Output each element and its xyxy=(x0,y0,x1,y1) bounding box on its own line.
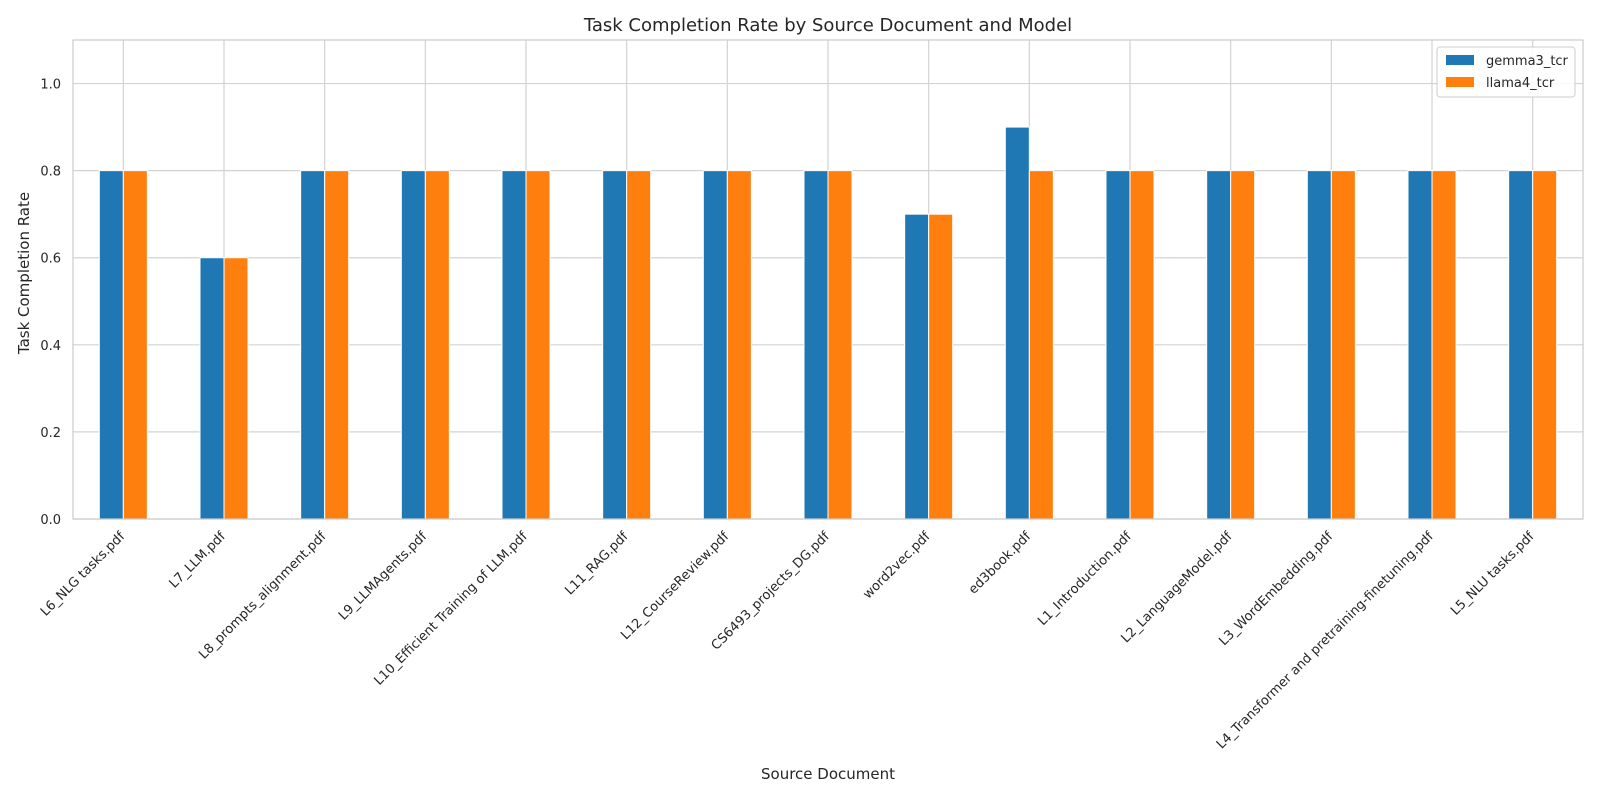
legend: gemma3_tcr llama4_tcr xyxy=(1436,46,1576,98)
bar-gemma3-tcr xyxy=(1508,170,1534,520)
bar-llama4-tcr xyxy=(1129,170,1155,520)
bar-gemma3-tcr xyxy=(1306,170,1332,520)
y-axis-ticks: 0.0 0.2 0.4 0.6 0.8 1.0 xyxy=(40,78,61,528)
bar-gemma3-tcr xyxy=(803,170,829,520)
x-axis-label: Source Document xyxy=(761,765,895,783)
x-tick-label: L1_Introduction.pdf xyxy=(1035,529,1135,629)
y-tick-label: 0.8 xyxy=(40,165,61,180)
bar-llama4-tcr xyxy=(726,170,752,520)
bar-llama4-tcr xyxy=(827,170,853,520)
y-tick-label: 0.6 xyxy=(40,252,61,267)
x-tick-label: L3_WordEmbedding.pdf xyxy=(1216,529,1336,649)
bar-llama4-tcr xyxy=(424,170,450,520)
legend-swatch-gemma3 xyxy=(1446,55,1474,65)
bar-gemma3-tcr xyxy=(199,257,225,520)
bar-llama4-tcr xyxy=(324,170,350,520)
bar-gemma3-tcr xyxy=(602,170,628,520)
bar-llama4-tcr xyxy=(1431,170,1457,520)
bar-llama4-tcr xyxy=(1330,170,1356,520)
x-tick-label: L5_NLU tasks.pdf xyxy=(1448,529,1538,619)
bar-llama4-tcr xyxy=(525,170,551,520)
bar-llama4-tcr xyxy=(928,213,954,520)
legend-label-llama4: llama4_tcr xyxy=(1486,76,1555,91)
bar-gemma3-tcr xyxy=(1105,170,1131,520)
bar-llama4-tcr xyxy=(223,257,249,520)
x-tick-label: CS6493_projects_DG.pdf xyxy=(709,529,833,653)
legend-swatch-llama4 xyxy=(1446,77,1474,87)
y-tick-label: 1.0 xyxy=(40,78,61,93)
y-tick-label: 0.2 xyxy=(40,426,61,441)
bar-gemma3-tcr xyxy=(98,170,124,520)
bar-llama4-tcr xyxy=(122,170,148,520)
x-tick-label: L6_NLG tasks.pdf xyxy=(38,529,128,619)
bar-llama4-tcr xyxy=(626,170,652,520)
bar-gemma3-tcr xyxy=(702,170,728,520)
x-tick-label: L9_LLMAgents.pdf xyxy=(336,529,430,623)
bar-gemma3-tcr xyxy=(904,213,930,520)
bars-layer xyxy=(98,126,1558,520)
bar-gemma3-tcr xyxy=(400,170,426,520)
x-tick-label: L11_RAG.pdf xyxy=(562,529,631,598)
x-tick-label: ed3book.pdf xyxy=(966,529,1034,597)
bar-gemma3-tcr xyxy=(501,170,527,520)
x-tick-label: L2_LanguageModel.pdf xyxy=(1119,529,1236,646)
x-tick-label: L12_CourseReview.pdf xyxy=(618,529,732,643)
bar-llama4-tcr xyxy=(1028,170,1054,520)
legend-label-gemma3: gemma3_tcr xyxy=(1486,54,1569,69)
bar-gemma3-tcr xyxy=(1407,170,1433,520)
x-tick-label: L7_LLM.pdf xyxy=(167,529,229,591)
plot-frame xyxy=(72,39,1584,520)
chart-title: Task Completion Rate by Source Document … xyxy=(583,15,1072,36)
y-tick-label: 0.0 xyxy=(40,513,61,528)
x-axis-ticks: L6_NLG tasks.pdf L7_LLM.pdfL8_prompts_ali… xyxy=(38,529,1538,752)
x-tick-label: word2vec.pdf xyxy=(860,529,933,602)
bar-llama4-tcr xyxy=(1230,170,1256,520)
bar-gemma3-tcr xyxy=(300,170,326,520)
y-tick-label: 0.4 xyxy=(40,339,61,354)
y-axis-label: Task Completion Rate xyxy=(15,192,33,355)
x-tick-label: L4_Transformer and pretraining-finetunin… xyxy=(1214,529,1437,752)
bar-gemma3-tcr xyxy=(1206,170,1232,520)
bar-llama4-tcr xyxy=(1532,170,1558,520)
bar-gemma3-tcr xyxy=(1004,126,1030,520)
